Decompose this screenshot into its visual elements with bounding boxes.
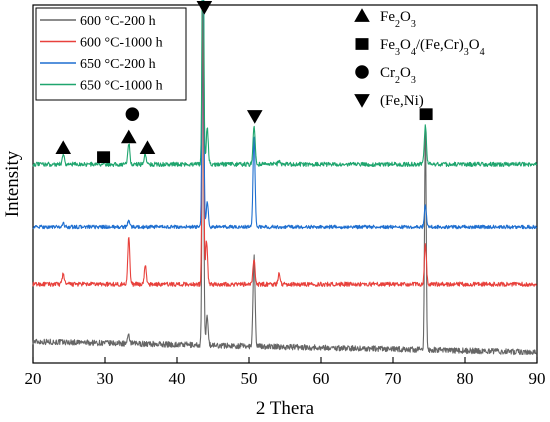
phase-legend-label: Cr2O3 [380,65,416,86]
x-tick-label: 80 [457,369,474,388]
square-icon [355,38,369,50]
triangle-down-icon [246,110,263,124]
series-line [32,19,538,356]
circle-icon [125,107,140,121]
triangle-up-icon [139,140,156,155]
x-tick-label: 60 [313,369,330,388]
phase-legend-label: Fe3O4/(Fe,Cr)3O4 [380,37,485,58]
series-line [32,0,538,230]
triangle-up-icon [55,140,72,155]
legend-label: 650 °C-200 h [80,57,156,72]
legend-label: 600 °C-1000 h [80,36,163,51]
legend-label: 600 °C-200 h [80,14,156,29]
triangle-down-icon [196,0,213,15]
x-axis-ticks: 20 30 40 50 60 70 80 90 [25,357,546,388]
x-axis-title: 2 Thera [256,398,315,419]
circle-icon [355,65,369,79]
triangle-down-icon [354,94,370,108]
phase-marker-layer [55,0,433,163]
x-tick-label: 30 [97,369,114,388]
series-legend: 600 °C-200 h 600 °C-1000 h 650 °C-200 h 650… [35,7,187,101]
triangle-up-icon [120,129,137,144]
x-tick-label: 20 [25,369,42,388]
phase-legend-label: Fe2O3 [380,9,416,30]
phase-legend: Fe2O3 Fe3O4/(Fe,Cr)3O4 Cr2O3 (Fe,Ni) [354,8,485,109]
y-axis-title: Intensity [2,150,23,217]
x-tick-label: 40 [169,369,186,388]
series-line [32,0,538,168]
series-line [32,1,538,287]
x-tick-label: 50 [241,369,258,388]
square-icon [419,108,433,121]
plot-frame [32,4,538,364]
phase-legend-label: (Fe,Ni) [380,93,424,109]
legend-label: 650 °C-1000 h [80,79,163,94]
x-tick-label: 70 [385,369,402,388]
series-layer [32,0,538,356]
x-tick-label: 90 [529,369,546,388]
triangle-up-icon [354,8,370,22]
square-icon [97,151,111,163]
